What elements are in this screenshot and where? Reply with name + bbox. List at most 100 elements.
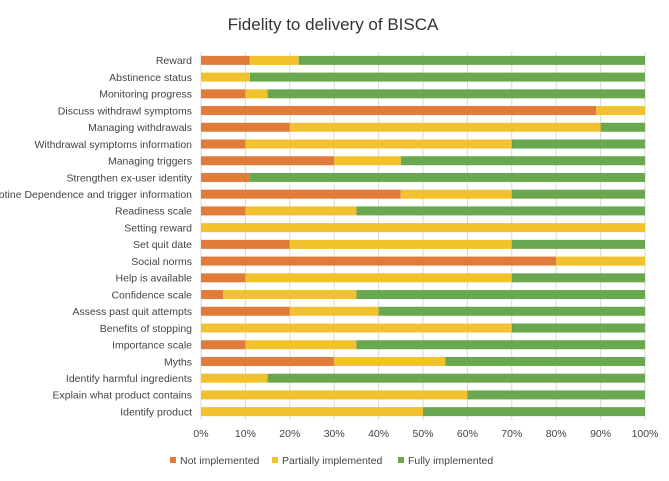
x-tick-label: 70% [501, 428, 522, 440]
bar-segment [201, 189, 401, 199]
bar-segment [201, 122, 290, 132]
bar-segment [511, 323, 645, 333]
bar-segment [445, 356, 645, 366]
bar-segment [245, 206, 357, 216]
bar-segment [201, 256, 557, 266]
bar-segment [249, 55, 299, 65]
bar-segment [201, 206, 246, 216]
bar-segment [201, 55, 250, 65]
bar-segment [201, 340, 246, 350]
chart-title: Fidelity to delivery of BISCA [228, 15, 439, 34]
bar-segment [467, 390, 645, 400]
x-tick-label: 50% [412, 428, 433, 440]
category-label: Reward [156, 55, 192, 67]
category-label: Help is available [116, 273, 193, 285]
bar-segment [511, 139, 645, 149]
bar-segment [201, 373, 268, 383]
bar-segment [245, 340, 357, 350]
bar-segment [511, 273, 645, 283]
bar-segment [511, 189, 645, 199]
category-label: Benefits of stopping [100, 323, 192, 335]
bar-segment [267, 89, 645, 99]
category-label: Abstinence status [109, 72, 192, 84]
bar-segment [201, 306, 290, 316]
bar-segment [201, 89, 246, 99]
category-label: Discuss withdrawl symptoms [58, 105, 192, 117]
category-label: Confidence scale [111, 289, 192, 301]
legend-label: Not implemented [180, 455, 260, 467]
x-tick-label: 80% [546, 428, 567, 440]
category-label: Importance scale [112, 340, 192, 352]
bar-segment [223, 290, 357, 300]
bar-segment [201, 390, 468, 400]
category-label: Assess past quit attempts [72, 306, 192, 318]
bar-segment [511, 239, 645, 249]
legend-label: Partially implemented [282, 455, 383, 467]
category-label: Social norms [131, 256, 192, 268]
bar-segment [201, 239, 290, 249]
bar-segment [356, 290, 645, 300]
category-label: Explain what product contains [53, 390, 193, 402]
legend-swatch [272, 457, 278, 463]
x-tick-label: 20% [279, 428, 300, 440]
bar-segment [245, 139, 512, 149]
bar-segment [356, 340, 645, 350]
x-tick-label: 90% [590, 428, 611, 440]
bar-segment [249, 172, 645, 182]
bar-segment [201, 356, 335, 366]
category-label: Strengthen ex-user identity [67, 172, 193, 184]
category-labels: Reward Abstinence status Monitoring progre… [0, 55, 193, 418]
category-label: Nicotine Dependence and trigger informat… [0, 189, 192, 201]
bar-segment [201, 139, 246, 149]
category-label: Identify product [120, 406, 192, 418]
bar-segment [556, 256, 645, 266]
bar-segment [423, 407, 645, 417]
bar-segment [378, 306, 645, 316]
bar-segment [245, 273, 512, 283]
category-label: Myths [164, 356, 192, 368]
bar-segment [356, 206, 645, 216]
x-tick-label: 10% [235, 428, 256, 440]
bar-segment [201, 407, 423, 417]
legend-swatch [398, 457, 404, 463]
bar-segment [201, 172, 250, 182]
bar-segment [334, 356, 446, 366]
bar-segment [289, 306, 379, 316]
bar-segment [267, 373, 645, 383]
category-label: Identify harmful ingredients [66, 373, 192, 385]
x-axis-tick-labels: 0% 10% 20% 30% 40% 50% 60% 70% 80% 90% 100% [193, 428, 658, 440]
bar-segment [600, 122, 645, 132]
category-label: Withdrawal symptoms information [34, 139, 192, 151]
bar-segment [245, 89, 268, 99]
bar-segment [201, 156, 335, 166]
bar-segment [201, 106, 597, 116]
category-label: Managing triggers [108, 156, 192, 168]
x-tick-label: 100% [632, 428, 659, 440]
bar-segment [201, 223, 645, 233]
bar-segment [289, 239, 512, 249]
bar-segment [596, 106, 645, 116]
x-tick-label: 30% [324, 428, 345, 440]
category-label: Monitoring progress [99, 89, 192, 101]
bar-segment [400, 189, 512, 199]
x-tick-label: 60% [457, 428, 478, 440]
bar-segment [298, 55, 645, 65]
bars [201, 55, 645, 417]
legend-label: Fully implemented [408, 455, 493, 467]
category-label: Set quit date [133, 239, 192, 251]
bar-segment [249, 72, 645, 82]
category-label: Setting reward [124, 222, 192, 234]
legend: Not implemented Partially implemented Full… [170, 455, 493, 467]
bar-segment [400, 156, 645, 166]
bar-segment [201, 72, 250, 82]
bar-segment [201, 290, 224, 300]
x-tick-label: 0% [193, 428, 208, 440]
bar-segment [334, 156, 401, 166]
category-label: Managing withdrawals [88, 122, 192, 134]
bar-segment [201, 323, 512, 333]
bar-segment [289, 122, 601, 132]
bar-segment [201, 273, 246, 283]
legend-swatch [170, 457, 176, 463]
x-tick-label: 40% [368, 428, 389, 440]
category-label: Readiness scale [115, 206, 192, 218]
